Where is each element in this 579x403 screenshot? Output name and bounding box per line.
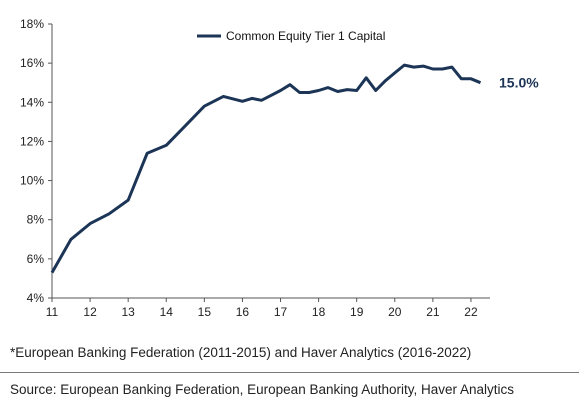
legend: Common Equity Tier 1 Capital [197, 29, 385, 43]
x-tick-label: 14 [160, 305, 174, 319]
y-tick-label: 18% [20, 17, 44, 31]
x-tick-label: 17 [274, 305, 288, 319]
source-note: Source: European Banking Federation, Eur… [10, 382, 515, 397]
x-tick-label: 21 [426, 305, 440, 319]
x-tick-label: 20 [388, 305, 402, 319]
x-tick-group: 11 12 13 14 15 16 17 18 19 20 21 22 [46, 298, 478, 319]
divider [0, 372, 579, 373]
chart: 4% 6% 8% 10% 12% 14% 16% 18% 11 12 13 14 15 16 17 18 19… [20, 17, 539, 319]
x-tick-label: 12 [83, 305, 97, 319]
y-tick-label: 4% [27, 291, 45, 305]
x-tick-label: 22 [464, 305, 478, 319]
legend-label: Common Equity Tier 1 Capital [226, 29, 385, 43]
x-tick-label: 19 [350, 305, 364, 319]
y-tick-label: 12% [20, 134, 44, 148]
y-tick-label: 14% [20, 95, 44, 109]
y-tick-label: 8% [27, 213, 45, 227]
x-tick-label: 16 [236, 305, 250, 319]
end-value-label: 15.0% [499, 75, 539, 91]
y-tick-label: 6% [27, 252, 45, 266]
chart-axes [51, 24, 490, 299]
x-tick-label: 11 [46, 305, 59, 319]
series-line [50, 63, 482, 274]
y-tick-label: 10% [20, 174, 44, 188]
y-tick-label: 16% [20, 56, 44, 70]
footnote: *European Banking Federation (2011-2015)… [10, 345, 472, 360]
x-tick-label: 15 [198, 305, 212, 319]
series-group [50, 63, 482, 274]
x-tick-label: 18 [312, 305, 326, 319]
y-tick-group: 4% 6% 8% 10% 12% 14% 16% 18% [20, 17, 52, 305]
x-tick-label: 13 [121, 305, 135, 319]
